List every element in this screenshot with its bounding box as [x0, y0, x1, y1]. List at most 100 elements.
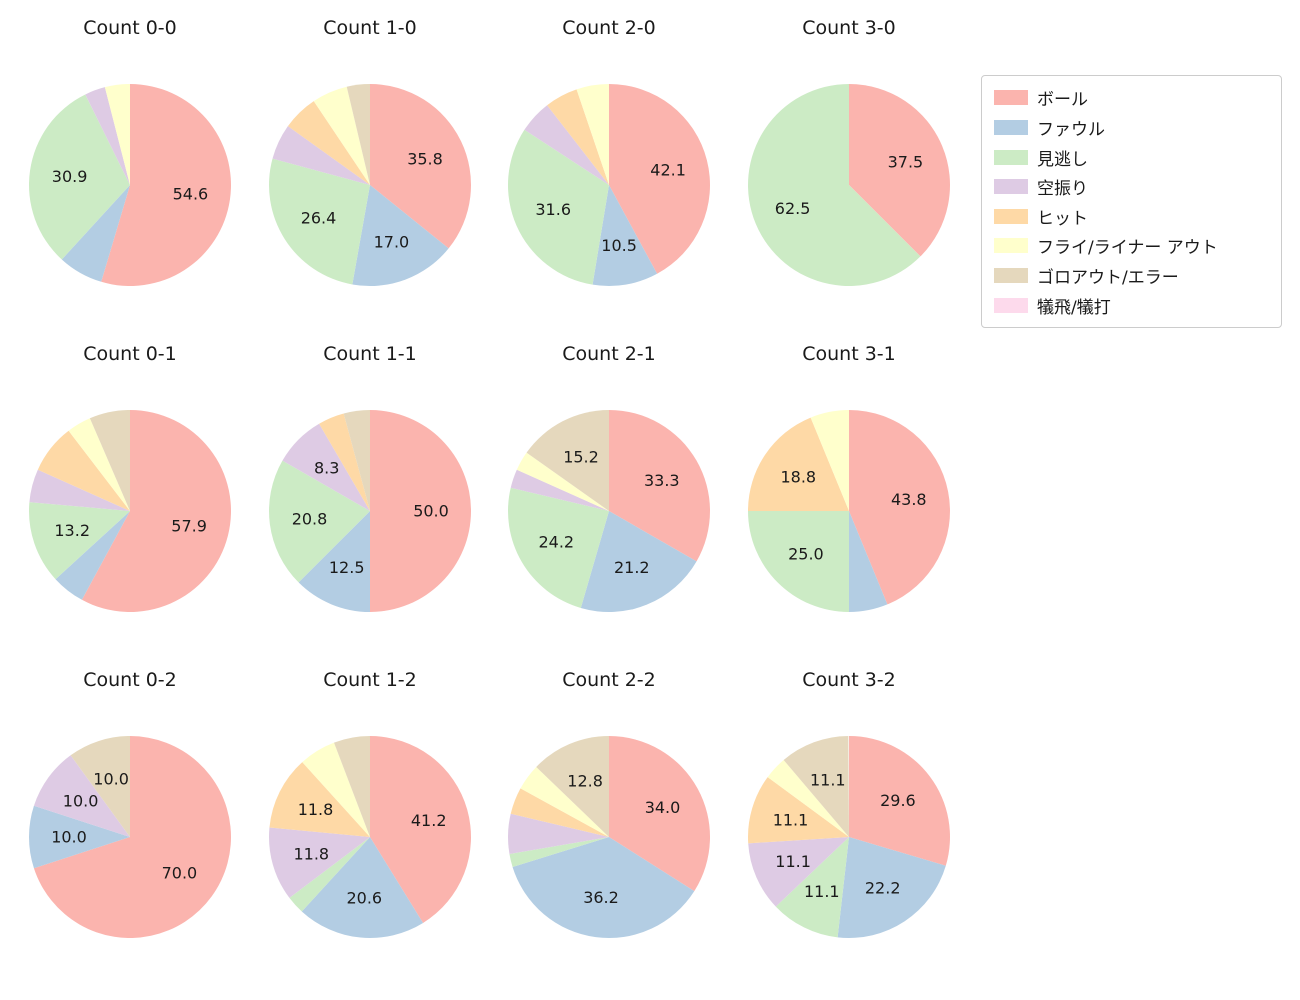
pie-slice-label-called-strike: 20.8 — [292, 510, 328, 529]
pie-slice-foul — [28, 805, 130, 869]
pie-slice-groundout-error — [334, 736, 370, 837]
pie-slice-fly-liner-out — [313, 86, 370, 185]
chart-title-count-2-2: Count 2-2 — [562, 669, 656, 691]
pie-slice-label-foul: 10.5 — [601, 236, 637, 255]
pie-slice-label-hit: 18.8 — [780, 468, 816, 487]
legend-item-called-strike: 見逃し — [994, 145, 1269, 170]
pie-slice-hit — [510, 788, 609, 837]
pie-count-0-2: 70.0 10.0 10.0 10.0 — [28, 736, 231, 938]
pie-slice-label-foul: 20.6 — [346, 888, 382, 907]
pie-slice-label-hit: 11.8 — [298, 800, 334, 819]
pie-slice-label-ball: 41.2 — [411, 811, 447, 830]
pie-slice-ball — [370, 84, 471, 249]
pie-slice-called-strike — [28, 502, 130, 580]
legend-label-foul: ファウル — [1037, 119, 1105, 140]
pie-slice-called-strike — [509, 837, 609, 867]
chart-title-count-2-0: Count 2-0 — [562, 17, 656, 39]
pie-slice-label-called-strike: 24.2 — [538, 532, 574, 551]
chart-title-count-0-1: Count 0-1 — [83, 343, 177, 365]
chart-title-count-3-2: Count 3-2 — [802, 669, 896, 691]
pie-slice-label-swinging-strike: 11.1 — [775, 852, 811, 871]
chart-title-count-3-1: Count 3-1 — [802, 343, 896, 365]
pie-count-3-0: 37.5 62.5 — [748, 84, 951, 286]
pie-slice-label-ball: 35.8 — [407, 149, 443, 168]
pie-slice-groundout-error — [346, 84, 370, 185]
pie-slice-label-hit: 11.1 — [773, 810, 809, 829]
pie-slice-label-foul: 10.0 — [51, 828, 87, 847]
chart-title-count-1-2: Count 1-2 — [323, 669, 417, 691]
pie-slice-foul — [352, 185, 449, 286]
pie-slice-label-foul: 17.0 — [374, 233, 410, 252]
legend-item-groundout-error: ゴロアウト/エラー — [994, 263, 1269, 288]
pie-slice-called-strike — [507, 129, 609, 285]
pie-slice-foul — [298, 511, 370, 612]
legend-item-ball: ボール — [994, 85, 1269, 110]
pie-slice-groundout-error — [526, 410, 609, 511]
pie-slice-label-swinging-strike: 11.8 — [293, 844, 329, 863]
pie-slice-hit — [287, 101, 370, 185]
pie-slice-label-foul: 36.2 — [583, 888, 619, 907]
pie-slice-ball — [849, 736, 951, 866]
pie-count-1-0: 35.8 17.0 26.4 — [269, 84, 471, 286]
pie-slice-foul — [849, 511, 888, 612]
pie-slice-foul — [580, 511, 697, 613]
pie-slice-swinging-strike — [269, 827, 370, 898]
pie-slice-foul — [512, 837, 695, 939]
pie-slice-swinging-strike — [272, 126, 370, 185]
pie-slice-hit — [269, 762, 370, 837]
pie-slice-label-called-strike: 25.0 — [788, 545, 824, 564]
pie-slice-swinging-strike — [282, 423, 370, 511]
pie-slice-foul — [55, 511, 131, 600]
pie-slice-label-ball: 54.6 — [173, 184, 209, 203]
pie-slice-label-ball: 33.3 — [644, 471, 680, 490]
pie-slice-ball — [370, 410, 471, 612]
pie-slice-called-strike — [748, 84, 921, 286]
legend-swatch-sac-fly-bunt — [994, 297, 1028, 313]
chart-title-count-1-0: Count 1-0 — [323, 17, 417, 39]
pie-slice-label-called-strike: 62.5 — [775, 199, 811, 218]
chart-title-count-2-1: Count 2-1 — [562, 343, 656, 365]
pie-slice-label-ball: 37.5 — [888, 152, 924, 171]
pie-slice-swinging-strike — [510, 469, 609, 511]
pie-slice-swinging-strike — [29, 469, 130, 511]
pie-slice-label-ball: 50.0 — [413, 502, 449, 521]
pie-slice-swinging-strike — [508, 813, 609, 855]
legend-swatch-groundout-error — [994, 268, 1028, 284]
pie-slice-swinging-strike — [85, 87, 130, 185]
pie-slice-fly-liner-out — [520, 766, 609, 837]
pie-slice-label-ball: 70.0 — [162, 864, 198, 883]
legend-swatch-fly-liner-out — [994, 238, 1028, 254]
legend-item-fly-liner-out: フライ/ライナー アウト — [994, 233, 1269, 258]
chart-title-count-0-0: Count 0-0 — [83, 17, 177, 39]
legend-item-foul: ファウル — [994, 115, 1269, 140]
legend-swatch-called-strike — [994, 149, 1028, 165]
pie-slice-label-called-strike: 30.9 — [52, 167, 88, 186]
legend-swatch-ball — [994, 90, 1028, 106]
pie-count-2-2: 34.0 36.2 12.8 — [508, 736, 711, 939]
pie-slice-called-strike — [268, 460, 370, 583]
pie-slice-ball — [370, 736, 471, 923]
legend-label-fly-liner-out: フライ/ライナー アウト — [1037, 238, 1218, 259]
legend-label-sac-fly-bunt: 犠飛/犠打 — [1037, 297, 1111, 318]
pie-slice-called-strike — [508, 487, 609, 608]
pie-count-0-1: 57.9 13.2 — [28, 410, 232, 612]
pie-slice-fly-liner-out — [104, 84, 130, 185]
pie-slice-ball — [101, 84, 231, 286]
pie-slice-label-foul: 21.2 — [614, 558, 650, 577]
pie-slice-ball — [609, 84, 710, 274]
pie-slice-fly-liner-out — [767, 759, 849, 837]
pie-slice-fly-liner-out — [576, 84, 609, 185]
pie-slice-foul — [592, 185, 658, 287]
pie-slice-groundout-error — [783, 736, 849, 837]
pie-slice-label-groundout-error: 12.8 — [567, 772, 603, 791]
legend-item-hit: ヒット — [994, 204, 1269, 229]
legend-label-ball: ボール — [1037, 90, 1088, 111]
pie-slice-swinging-strike — [748, 837, 849, 907]
pie-slice-label-ball: 43.8 — [891, 490, 927, 509]
pie-slice-called-strike — [28, 94, 130, 260]
pie-slice-label-called-strike: 11.1 — [804, 882, 840, 901]
pie-slice-ball — [33, 736, 231, 938]
pie-slice-label-called-strike: 13.2 — [54, 521, 90, 540]
legend-item-swinging-strike: 空振り — [994, 174, 1269, 199]
pie-slice-label-called-strike: 31.6 — [535, 200, 571, 219]
